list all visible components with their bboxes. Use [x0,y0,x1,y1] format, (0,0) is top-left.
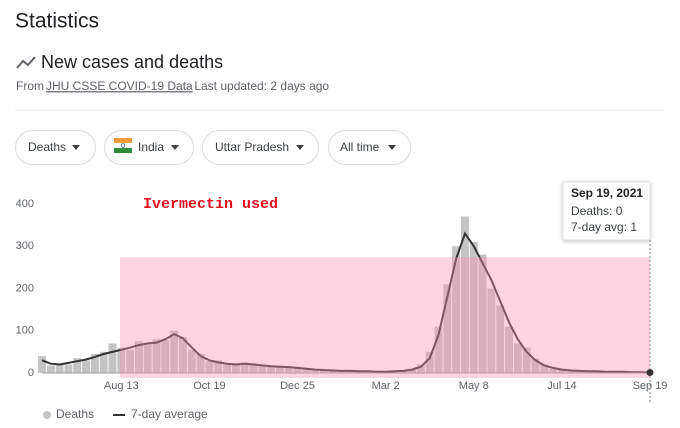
bar [443,284,452,373]
bar [267,366,276,373]
bar [275,366,284,373]
bar [320,370,328,373]
y-tick-label: 0 [28,367,34,379]
bar [434,326,443,373]
bar [302,369,311,373]
bar [469,241,478,373]
bar [505,326,513,373]
filter-label: All time [340,140,380,154]
bar [38,356,46,373]
bar [496,305,505,373]
bar [187,349,196,373]
annotation: Ivermectin used [143,196,278,213]
bar [355,371,364,373]
bar [170,330,179,373]
section-title: New cases and deaths [41,52,223,72]
filter-dropdown[interactable]: All time [328,130,411,165]
x-tick-label: May 8 [459,380,489,392]
legend-label: Deaths [56,407,94,421]
bar [478,254,487,373]
x-tick-label: Oct 19 [193,380,225,392]
bar [249,365,258,373]
x-tick-label: Jul 14 [547,380,576,392]
bar [293,367,302,373]
bar [584,371,593,373]
legend-swatch [43,411,51,419]
hover-dot [646,369,654,377]
bar [240,362,249,373]
source-link[interactable]: JHU CSSE COVID-19 Data [46,79,193,93]
x-tick-label: Mar 2 [372,380,400,392]
bar [231,362,240,373]
filter-label: Deaths [28,140,66,154]
x-tick-label: Aug 13 [104,380,139,392]
bar [99,351,108,373]
bar [258,364,267,373]
tooltip-line: 7-day avg: 1 [571,220,637,234]
bar [152,339,161,373]
filter-dropdown[interactable]: India [104,130,194,165]
bar [416,364,425,373]
tooltip-date: Sep 19, 2021 [571,186,643,200]
trend-icon [16,56,36,69]
bar [73,358,82,373]
bar [134,341,143,373]
bar [311,369,320,373]
bar [64,364,73,373]
y-tick-label: 100 [16,325,34,337]
tooltip [562,181,651,241]
bar [90,353,99,373]
bar [328,370,337,373]
bar [549,368,558,373]
filter-dropdown[interactable]: Uttar Pradesh [202,130,319,165]
bar [143,344,152,373]
bar [460,216,469,373]
last-updated: · Last updated: 2 days ago [187,79,329,93]
source-prefix: From [16,79,44,93]
tooltip-line: Deaths: 0 [571,204,623,218]
bar [126,349,135,373]
bar [557,369,566,373]
bar [522,347,531,373]
bar [161,340,170,373]
x-tick-label: Dec 25 [280,380,315,392]
bar [337,371,346,373]
bar [284,367,293,373]
bar [408,368,417,373]
bar [425,351,434,373]
filter-dropdown[interactable]: Deaths [15,130,96,165]
bar [205,361,214,373]
bar [117,347,126,373]
bar [223,364,232,373]
bar [452,246,461,373]
bar [531,358,540,373]
bar [55,363,64,373]
filter-label: India [138,140,164,154]
avg-line [41,231,651,374]
bar [540,364,549,373]
y-tick-label: 400 [16,198,34,210]
bar [46,365,55,373]
annotation-band [120,257,650,378]
filter-label: Uttar Pradesh [215,140,289,154]
y-tick-label: 200 [16,282,34,294]
bar [513,343,522,373]
bar [214,360,223,373]
y-tick-label: 300 [16,240,34,252]
bar [487,288,496,373]
bar [179,337,187,373]
bar [82,360,91,373]
bar [196,353,205,373]
page-title: Statistics [15,10,99,33]
bar [566,370,575,373]
bar [108,343,117,373]
legend-label: 7-day average [131,407,208,421]
